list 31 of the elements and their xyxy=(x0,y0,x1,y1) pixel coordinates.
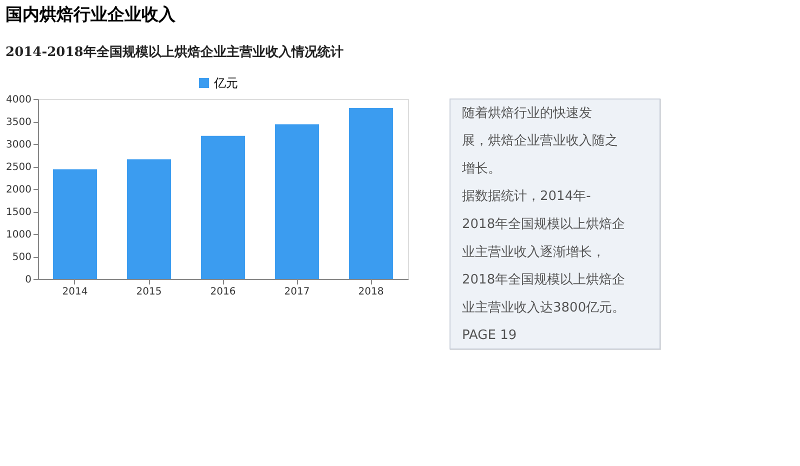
y-tick-label: 3500 xyxy=(6,117,32,128)
y-tick-label: 4000 xyxy=(6,94,32,106)
text: 2018年全国规模以上烘焙企 xyxy=(462,272,626,288)
legend-label: 亿元 xyxy=(213,76,238,90)
x-tick-label: 2017 xyxy=(284,286,310,298)
x-tick-label: 2014 xyxy=(62,286,88,298)
bar xyxy=(349,108,393,279)
chart-title: 国内烘焙行业企业收入 xyxy=(6,5,177,25)
text: 据数据统计，2014年- xyxy=(462,189,592,204)
y-tick-label: 2500 xyxy=(6,162,32,173)
text: 2018年全国规模以上烘焙企 xyxy=(462,217,626,232)
text: 展，烘焙企业营业收入随之 xyxy=(462,134,618,149)
x-tick-label: 2018 xyxy=(358,286,384,298)
text: 业主营业收入逐渐增长， xyxy=(462,244,605,260)
y-tick-label: 1000 xyxy=(6,230,32,240)
bar xyxy=(275,124,319,279)
bar xyxy=(201,136,245,279)
text: 随着烘焙行业的快速发 xyxy=(462,104,592,121)
y-tick-label: 2000 xyxy=(6,184,32,196)
bar xyxy=(53,169,97,279)
y-tick-label: 500 xyxy=(12,252,32,263)
x-tick-label: 2016 xyxy=(210,286,236,298)
y-tick-label: 1500 xyxy=(6,207,32,218)
text: PAGE 19 xyxy=(462,328,517,344)
y-tick-label: 0 xyxy=(25,274,32,286)
x-tick-label: 2015 xyxy=(136,286,162,298)
bar xyxy=(127,159,171,279)
text: 业主营业收入达3800亿元。 xyxy=(462,299,626,316)
text: 增长。 xyxy=(461,161,501,176)
y-tick-label: 3000 xyxy=(6,140,32,150)
chart-subtitle: 2014-2018年全国规模以上烘焙企业主营业收入情况统计 xyxy=(6,44,344,60)
